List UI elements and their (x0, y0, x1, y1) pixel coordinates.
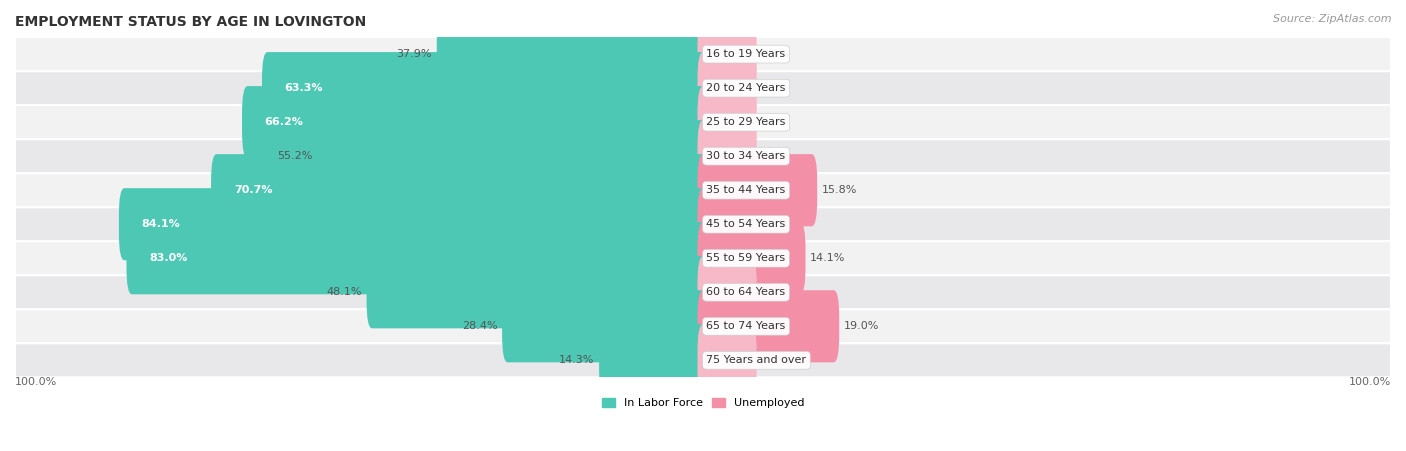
FancyBboxPatch shape (599, 324, 709, 396)
FancyBboxPatch shape (437, 18, 709, 90)
FancyBboxPatch shape (697, 18, 756, 90)
Text: 15.8%: 15.8% (823, 185, 858, 195)
Text: 63.3%: 63.3% (284, 83, 323, 93)
Text: 55.2%: 55.2% (277, 151, 314, 161)
Text: 70.7%: 70.7% (233, 185, 273, 195)
Text: 65 to 74 Years: 65 to 74 Years (706, 321, 786, 331)
FancyBboxPatch shape (367, 256, 709, 328)
FancyBboxPatch shape (502, 290, 709, 362)
Text: EMPLOYMENT STATUS BY AGE IN LOVINGTON: EMPLOYMENT STATUS BY AGE IN LOVINGTON (15, 15, 366, 29)
Text: 14.1%: 14.1% (810, 253, 845, 263)
Text: 20 to 24 Years: 20 to 24 Years (706, 83, 786, 93)
FancyBboxPatch shape (15, 139, 1391, 173)
FancyBboxPatch shape (15, 241, 1391, 275)
Text: 100.0%: 100.0% (1348, 377, 1391, 387)
FancyBboxPatch shape (697, 120, 756, 192)
Text: 75 Years and over: 75 Years and over (706, 355, 807, 365)
Text: 100.0%: 100.0% (15, 377, 58, 387)
FancyBboxPatch shape (242, 86, 709, 158)
FancyBboxPatch shape (697, 188, 756, 260)
Text: 16 to 19 Years: 16 to 19 Years (706, 49, 786, 59)
Text: 37.9%: 37.9% (396, 49, 432, 59)
FancyBboxPatch shape (697, 324, 756, 396)
Text: Source: ZipAtlas.com: Source: ZipAtlas.com (1274, 14, 1392, 23)
FancyBboxPatch shape (318, 120, 709, 192)
Text: 55 to 59 Years: 55 to 59 Years (706, 253, 786, 263)
Text: 28.4%: 28.4% (461, 321, 498, 331)
Text: 66.2%: 66.2% (264, 117, 304, 127)
FancyBboxPatch shape (697, 86, 756, 158)
FancyBboxPatch shape (697, 290, 839, 362)
Text: 0.7%: 0.7% (762, 219, 790, 229)
Text: 60 to 64 Years: 60 to 64 Years (706, 287, 786, 297)
Text: 30 to 34 Years: 30 to 34 Years (706, 151, 786, 161)
Text: 83.0%: 83.0% (149, 253, 187, 263)
Text: 35 to 44 Years: 35 to 44 Years (706, 185, 786, 195)
FancyBboxPatch shape (15, 71, 1391, 105)
FancyBboxPatch shape (127, 222, 709, 295)
FancyBboxPatch shape (15, 173, 1391, 207)
Text: 0.0%: 0.0% (762, 117, 790, 127)
Text: 0.0%: 0.0% (762, 49, 790, 59)
FancyBboxPatch shape (15, 309, 1391, 343)
FancyBboxPatch shape (262, 52, 709, 124)
Text: 19.0%: 19.0% (844, 321, 879, 331)
FancyBboxPatch shape (697, 222, 806, 295)
Text: 25 to 29 Years: 25 to 29 Years (706, 117, 786, 127)
FancyBboxPatch shape (15, 275, 1391, 309)
FancyBboxPatch shape (15, 207, 1391, 241)
FancyBboxPatch shape (120, 188, 709, 260)
Text: 0.0%: 0.0% (762, 151, 790, 161)
FancyBboxPatch shape (15, 105, 1391, 139)
FancyBboxPatch shape (15, 343, 1391, 377)
Legend: In Labor Force, Unemployed: In Labor Force, Unemployed (598, 393, 808, 413)
FancyBboxPatch shape (697, 256, 756, 328)
FancyBboxPatch shape (15, 37, 1391, 71)
Text: 48.1%: 48.1% (326, 287, 361, 297)
Text: 14.3%: 14.3% (560, 355, 595, 365)
Text: 0.0%: 0.0% (762, 355, 790, 365)
Text: 0.0%: 0.0% (762, 287, 790, 297)
FancyBboxPatch shape (697, 52, 756, 124)
Text: 0.0%: 0.0% (762, 83, 790, 93)
Text: 84.1%: 84.1% (142, 219, 180, 229)
FancyBboxPatch shape (697, 154, 817, 226)
FancyBboxPatch shape (211, 154, 709, 226)
Text: 45 to 54 Years: 45 to 54 Years (706, 219, 786, 229)
